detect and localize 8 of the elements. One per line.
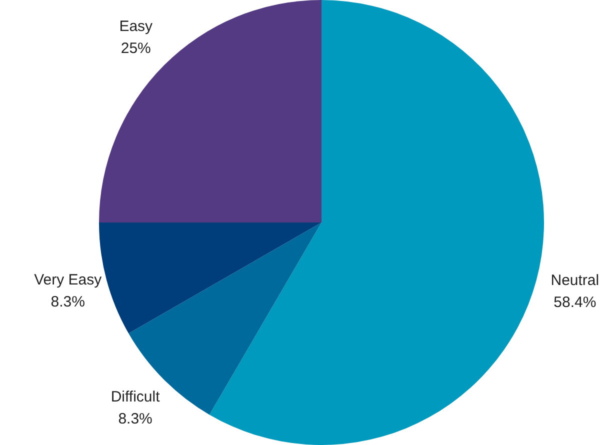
data-label: 25% — [120, 40, 151, 58]
slice-label: Difficult — [110, 388, 161, 406]
slice-label: Very Easy — [34, 271, 102, 288]
data-label: 58.4% — [554, 294, 596, 312]
data-label: 8.3% — [118, 410, 152, 428]
data-label: 8.3% — [50, 293, 85, 310]
slice-label: Neutral — [550, 272, 600, 290]
slice-label: Easy — [119, 18, 154, 36]
